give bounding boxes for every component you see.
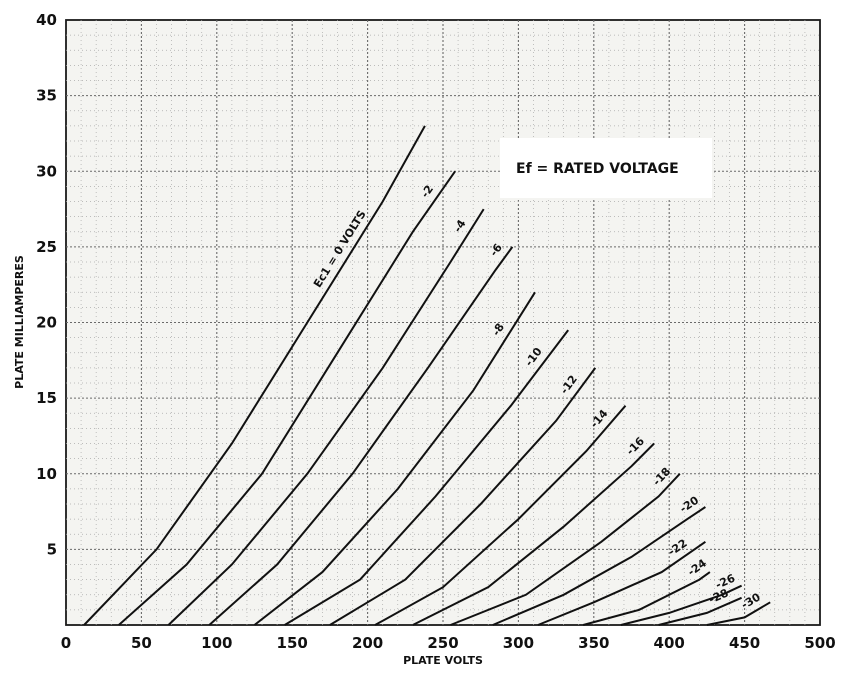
curve-6 <box>329 367 597 626</box>
curve-7 <box>374 405 627 626</box>
x-tick-label: 50 <box>131 634 152 652</box>
curve-label: -2 <box>418 183 436 200</box>
x-tick-label: 250 <box>427 634 458 652</box>
curve-0 <box>83 125 426 626</box>
x-tick-label: 200 <box>352 634 383 652</box>
x-tick-label: 350 <box>578 634 609 652</box>
curve-4 <box>253 291 536 626</box>
x-tick-label: 100 <box>201 634 232 652</box>
x-axis-title: PLATE VOLTS <box>403 654 483 667</box>
y-tick-label: 40 <box>36 11 57 29</box>
curves <box>83 125 771 626</box>
curve-2 <box>167 208 485 626</box>
curve-12 <box>582 571 711 626</box>
curve-15 <box>706 601 771 626</box>
curve-5 <box>284 329 569 626</box>
curve-label: -8 <box>489 321 507 338</box>
x-tick-label: 150 <box>277 634 308 652</box>
voltage-note: Ef = RATED VOLTAGE <box>500 138 712 198</box>
y-tick-label: 5 <box>47 540 57 558</box>
y-axis-title: PLATE MILLIAMPERES <box>13 255 26 389</box>
y-tick-label: 10 <box>36 465 57 483</box>
voltage-note-box <box>500 138 712 198</box>
x-tick-label: 0 <box>61 634 71 652</box>
y-tick-label: 20 <box>36 314 57 332</box>
curve-14 <box>658 596 742 626</box>
x-tick-label: 400 <box>654 634 685 652</box>
curve-1 <box>118 170 456 626</box>
voltage-note-text: Ef = RATED VOLTAGE <box>516 161 679 177</box>
x-tick-labels: 0 50 100 150 200 250 300 350 400 450 500 <box>61 634 836 652</box>
x-tick-label: 500 <box>804 634 835 652</box>
curve-10 <box>492 506 706 626</box>
curve-13 <box>620 584 743 626</box>
y-tick-labels: 5 10 15 20 25 30 35 40 <box>36 11 57 558</box>
x-tick-label: 300 <box>503 634 534 652</box>
curve-11 <box>537 540 706 626</box>
y-tick-label: 15 <box>36 389 57 407</box>
y-tick-label: 35 <box>36 87 57 105</box>
curve-8 <box>412 442 655 626</box>
x-tick-label: 450 <box>729 634 760 652</box>
y-tick-label: 30 <box>36 162 57 180</box>
y-tick-label: 25 <box>36 238 57 256</box>
curve-9 <box>450 473 681 626</box>
curve-3 <box>208 246 514 626</box>
